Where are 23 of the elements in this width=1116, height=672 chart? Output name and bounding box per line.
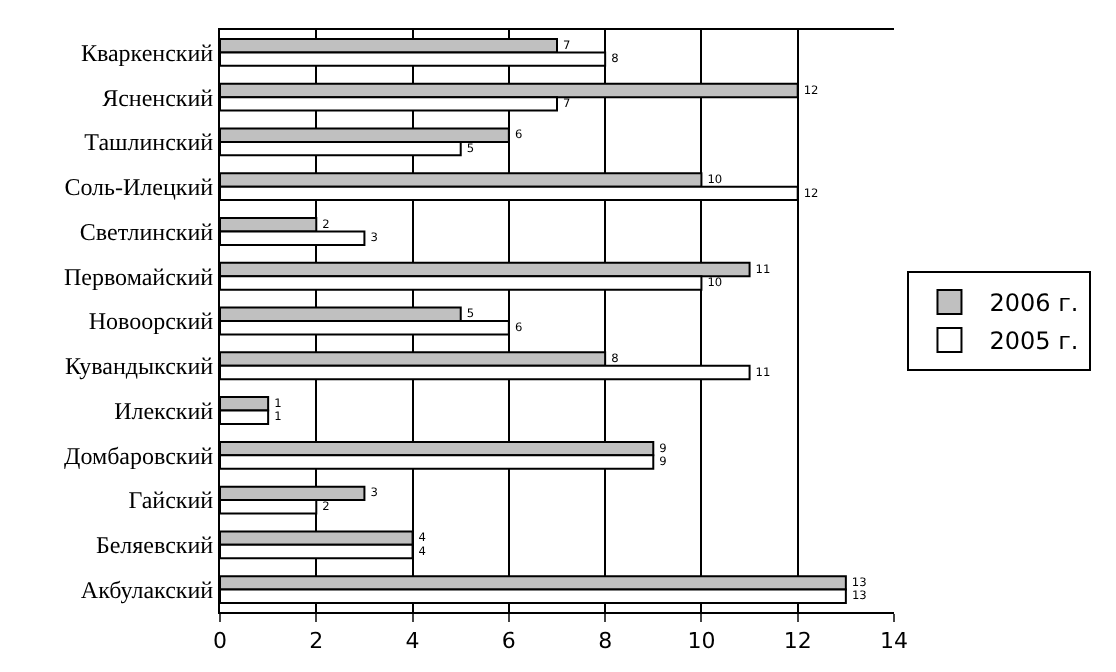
y-tick-label: Кваркенский: [80, 38, 215, 67]
y-tick-label: Илекский: [114, 396, 215, 425]
y-tick-label: Беляевский: [95, 531, 215, 560]
legend-label: 2006 г.: [989, 289, 1079, 318]
x-tick-label: 2: [309, 628, 324, 655]
y-tick-label: Ташлинский: [84, 128, 215, 157]
x-tick-label: 0: [213, 628, 227, 655]
x-tick-label: 8: [598, 628, 613, 655]
y-tick-label: Соль-Илецкий: [64, 173, 215, 202]
y-tick-label: Домбаровский: [64, 441, 215, 470]
y-tick-label: Ясненский: [102, 83, 215, 112]
y-tick-label: Первомайский: [63, 262, 215, 291]
legend-label: 2005 г.: [989, 327, 1079, 356]
x-tick-label: 12: [783, 628, 812, 655]
y-tick-label: Гайский: [128, 486, 215, 515]
y-tick-label: Акбулакский: [80, 576, 215, 605]
y-tick-label: Светлинский: [79, 217, 215, 246]
x-tick-label: 6: [501, 628, 516, 655]
x-tick-label: 10: [687, 628, 716, 655]
x-tick-label: 14: [880, 628, 908, 655]
y-tick-label: Новоорский: [88, 307, 215, 336]
y-tick-label: Кувандыкский: [65, 352, 215, 381]
x-tick-label: 4: [405, 628, 420, 655]
